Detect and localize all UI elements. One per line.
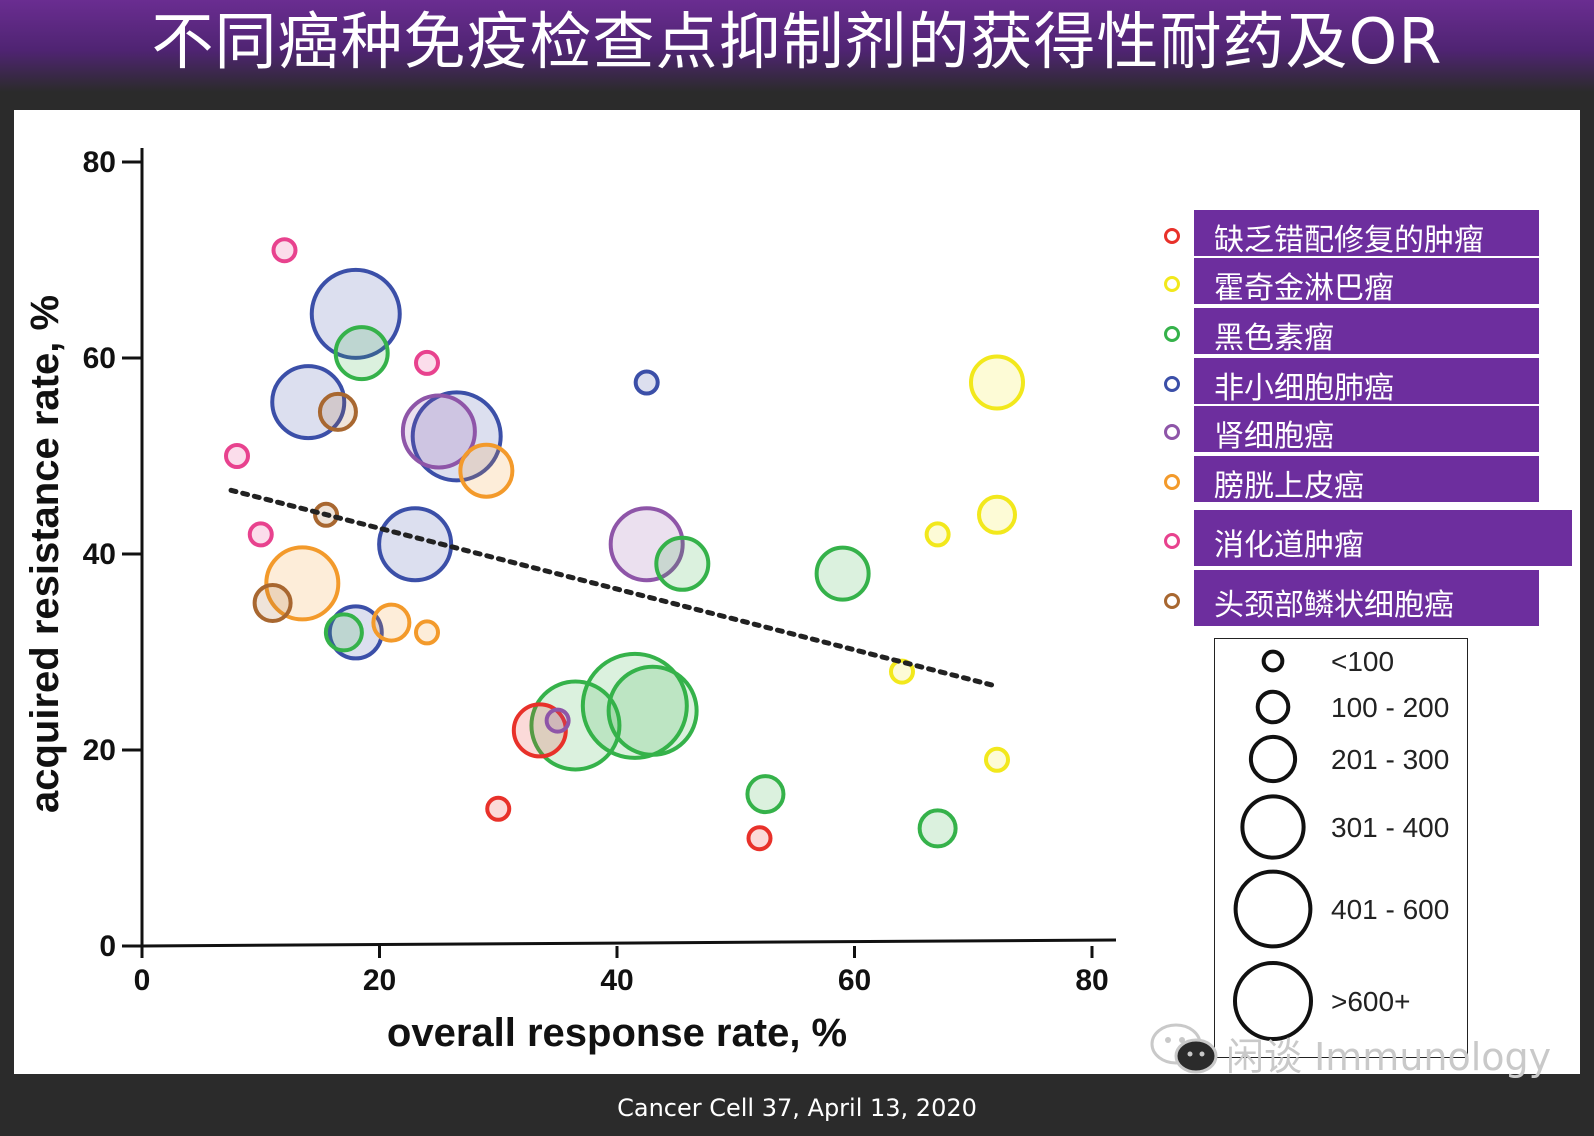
y-tick-label: 0 <box>99 930 116 963</box>
size-legend-circle <box>1248 734 1298 784</box>
bubble-melanoma <box>580 651 689 760</box>
scatter-chart: 0 20 40 60 80 0 20 40 60 80 overall response rate,… <box>23 146 1117 1055</box>
bubble-nsclc <box>270 364 347 441</box>
bubble-melanoma <box>917 808 958 849</box>
legend-label: 消化道肿瘤 <box>1194 510 1572 568</box>
bubble-melanoma <box>606 664 699 757</box>
y-axis-label: acquired resistance rate, % <box>23 295 67 813</box>
bubble-urothelial <box>264 545 341 622</box>
citation: Cancer Cell 37, April 13, 2020 <box>617 1094 977 1122</box>
size-legend: <100 100 - 200 201 - 300 301 - 400 401 - 600… <box>1214 638 1468 1058</box>
size-legend-circle <box>1240 794 1306 860</box>
size-legend-svg: <100 100 - 200 201 - 300 301 - 400 401 - 600… <box>1232 646 1449 1042</box>
bubble-melanoma <box>654 535 711 592</box>
bubble-dMMR <box>485 795 512 822</box>
bubble-hodgkin <box>924 521 951 548</box>
chart-panel: 0 20 40 60 80 0 20 40 60 80 overall response rate,… <box>14 110 1580 1074</box>
bubble-rcc <box>400 393 477 470</box>
legend-marker <box>1164 376 1180 392</box>
x-tick-label: 80 <box>1075 964 1108 997</box>
bubble-melanoma <box>529 679 622 772</box>
legend-marker <box>1164 593 1180 609</box>
watermark: 闲谈 Immunology <box>1148 1020 1551 1079</box>
y-tick-label: 40 <box>83 538 116 571</box>
wechat-icon <box>1150 1023 1218 1074</box>
x-tick-label: 40 <box>600 964 633 997</box>
size-legend-circle <box>1233 869 1313 949</box>
legend-label: 膀胱上皮癌 <box>1194 456 1539 504</box>
size-legend-label: >600+ <box>1331 986 1410 1017</box>
x-tick-label: 20 <box>363 964 396 997</box>
legend-marker <box>1164 276 1180 292</box>
x-tick-label: 60 <box>838 964 871 997</box>
y-tick-label: 20 <box>83 734 116 767</box>
size-legend-label: 100 - 200 <box>1331 692 1449 723</box>
y-tick-label: 60 <box>83 342 116 375</box>
bubble-hnscc <box>252 583 293 623</box>
bubble-nsclc <box>309 267 402 360</box>
bubble-rcc <box>544 707 571 734</box>
watermark-text: 闲谈 Immunology <box>1226 1035 1552 1079</box>
bubble-melanoma <box>323 612 364 653</box>
legend-label: 缺乏错配修复的肿瘤 <box>1194 210 1539 258</box>
x-tick-label: 0 <box>134 964 151 997</box>
bubble-urothelial <box>414 619 440 646</box>
bubble-hodgkin <box>977 494 1017 535</box>
bubble-gi <box>224 443 250 469</box>
bubble-gi <box>414 349 440 376</box>
legend-label: 霍奇金淋巴瘤 <box>1194 258 1539 306</box>
legend-marker <box>1164 474 1180 490</box>
legend-marker <box>1164 228 1180 244</box>
size-legend-label: 201 - 300 <box>1331 744 1449 775</box>
legend-label: 黑色素瘤 <box>1194 308 1539 356</box>
bubble-urothelial <box>371 602 412 643</box>
title-bar: 不同癌种免疫检查点抑制剂的获得性耐药及OR <box>0 0 1594 92</box>
bubble-rcc <box>608 506 685 583</box>
bubble-nsclc <box>633 369 660 396</box>
bubble-gi <box>271 237 298 264</box>
legend-marker <box>1164 424 1180 440</box>
bubble-hodgkin <box>889 658 915 685</box>
bubble-nsclc <box>377 506 454 583</box>
bubble-hodgkin <box>969 354 1025 411</box>
legend-label: 肾细胞癌 <box>1194 406 1539 454</box>
size-legend-circle <box>1261 649 1285 673</box>
bubble-melanoma <box>333 325 390 382</box>
trendline <box>228 487 1000 689</box>
bubble-melanoma <box>814 545 871 602</box>
bubble-hnscc <box>317 391 358 432</box>
slide-title: 不同癌种免疫检查点抑制剂的获得性耐药及OR <box>151 5 1443 78</box>
bubble-dMMR <box>746 825 773 852</box>
x-axis-label: overall response rate, % <box>387 1011 847 1055</box>
size-legend-circle <box>1232 960 1314 1042</box>
bubble-urothelial <box>458 442 515 499</box>
bubble-hodgkin <box>984 746 1010 773</box>
size-legend-label: 301 - 400 <box>1331 812 1449 843</box>
size-legend-label: <100 <box>1331 646 1394 677</box>
bubble-gi <box>247 521 274 548</box>
bubble-nsclc <box>410 390 503 483</box>
legend-marker <box>1164 326 1180 342</box>
size-legend-label: 401 - 600 <box>1331 894 1449 925</box>
legend-label: 非小细胞肺癌 <box>1194 358 1539 406</box>
bubble-melanoma <box>745 774 786 815</box>
bubble-nsclc <box>327 604 384 661</box>
x-axis-line <box>141 938 1117 948</box>
legend-marker <box>1164 533 1180 549</box>
y-tick-label: 80 <box>83 146 116 179</box>
size-legend-circle <box>1255 689 1291 725</box>
legend-label: 头颈部鳞状细胞癌 <box>1194 570 1539 628</box>
